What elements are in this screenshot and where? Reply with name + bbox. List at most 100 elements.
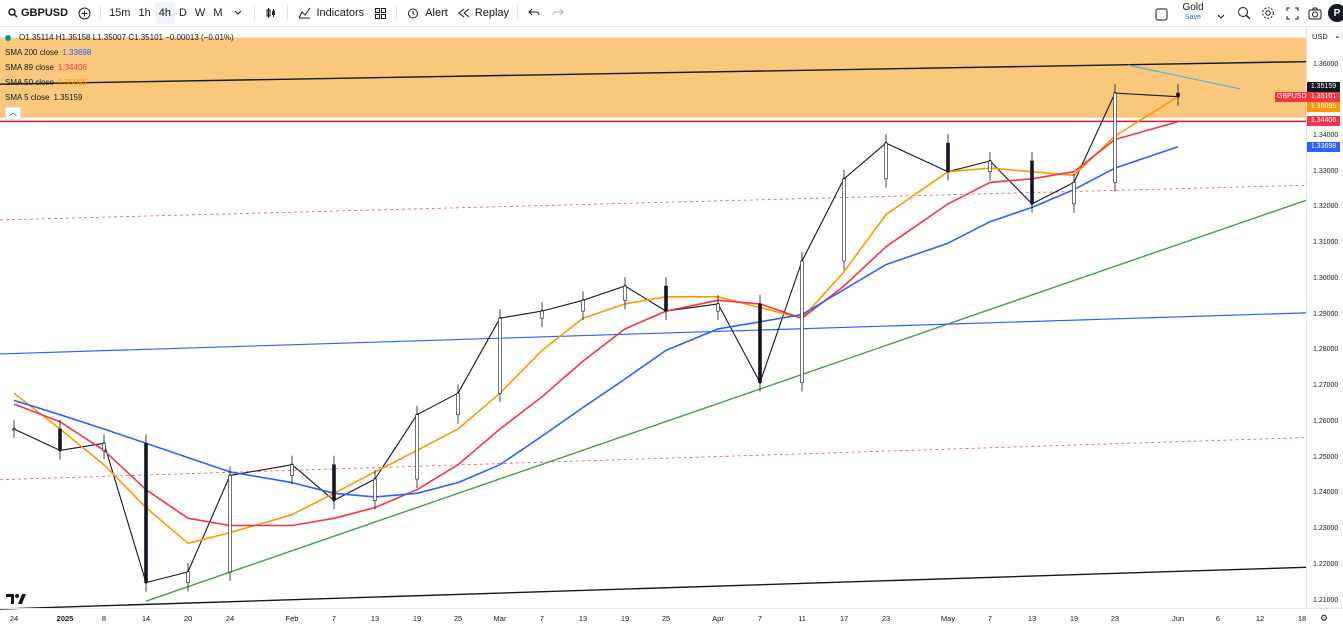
series-line-sma-89-close[interactable] [13,120,1179,527]
sma-label: SMA 5 close [5,93,50,102]
legend-sma50[interactable]: SMA 50 close 1.35095 [5,75,234,90]
fullscreen-toggle[interactable] [1153,6,1169,26]
candle-body [664,285,668,312]
zoom-icon [1236,5,1252,21]
replay-button[interactable]: Replay [452,2,513,24]
plus-circle-icon [76,5,92,21]
trendline[interactable] [0,184,1307,221]
avatar[interactable]: P [1328,4,1343,22]
interval-w[interactable]: W [194,7,206,19]
market-status-icon [5,34,11,41]
chart-type-button[interactable] [259,2,283,24]
series-line-gbpusd[interactable] [13,92,1179,584]
legend-sma89[interactable]: SMA 89 close 1.34406 [5,60,234,75]
trendline[interactable] [0,60,1307,85]
sma-label: SMA 200 close [5,48,59,57]
candle-body [716,303,720,312]
interval-d[interactable]: D [178,7,187,19]
layout-dropdown[interactable] [1213,7,1229,25]
series-line-sma-200-close[interactable] [13,145,1179,498]
candle-body [1030,160,1034,205]
series-line-sma-50-close[interactable] [13,96,1179,545]
chevron-up-icon: ︿ [9,108,17,117]
candle-body [800,260,804,383]
compare-button[interactable] [72,2,96,24]
time-tick-label: 19 [412,614,422,623]
time-tick-label: 25 [453,614,463,623]
time-tick-label: 25 [661,614,671,623]
price-axis-label: 1.35101 [1307,92,1340,102]
time-tick-label: 19 [1069,614,1079,623]
series-layer [12,91,1180,584]
undo-icon [526,5,542,21]
candle-body [228,475,232,573]
fullscreen-button[interactable] [1284,5,1300,25]
ohlc-row: O1.35114 H1.35158 L1.35007 C1.35101 −0.0… [5,30,234,45]
search-icon [5,5,21,21]
layouts-button[interactable] [368,2,392,24]
gear-icon: ⚙ [1320,613,1329,623]
time-tick-label: 7 [757,614,763,623]
trendline[interactable] [145,199,1307,602]
collapse-legend-button[interactable]: ︿ [5,107,21,120]
quick-search-button[interactable] [1236,5,1252,25]
symbol-search[interactable]: GBPUSD [0,2,72,24]
time-tick-label: 8 [101,614,107,623]
trendline[interactable] [0,312,1307,355]
price-tick-label: 1.36000 [1313,60,1339,68]
trendline[interactable] [1127,64,1241,90]
trendline[interactable] [0,566,1307,610]
tradingview-logo [6,592,26,608]
time-tick-label: 13 [578,614,588,623]
trendlines [0,60,1307,610]
time-tick-label: 7 [987,614,993,623]
candle-body [1176,92,1180,97]
replay-label: Replay [474,7,510,19]
interval-dropdown[interactable] [226,2,250,24]
top-toolbar: GBPUSD 15m 1h 4h D W M Indicators Alert … [0,0,1343,27]
currency-label[interactable]: USD [1312,32,1328,41]
resistance-zone [0,37,1306,118]
layout-selector[interactable]: Gold Save [1178,3,1208,23]
interval-15m[interactable]: 15m [109,7,131,19]
time-tick-label: 24 [9,614,19,623]
trendline[interactable] [0,437,1307,481]
indicators-button[interactable]: Indicators [292,2,368,24]
undo-button[interactable] [522,2,546,24]
alert-label: Alert [425,7,448,19]
alarm-clock-icon [405,5,421,21]
interval-1h[interactable]: 1h [138,7,151,19]
indicators-label: Indicators [316,7,365,19]
alert-button[interactable]: Alert [401,2,452,24]
redo-button[interactable] [546,2,570,24]
price-tick-label: 1.25000 [1313,453,1339,461]
price-tick-label: 1.32000 [1313,203,1339,211]
time-tick-label: 20 [183,614,193,623]
legend-sma5[interactable]: SMA 5 close 1.35159 [5,90,234,105]
price-tick-label: 1.22000 [1313,560,1339,568]
time-settings-button[interactable]: ⚙ [1320,613,1328,624]
price-tick-label: 1.24000 [1313,489,1339,497]
sma-label: SMA 89 close [5,63,54,72]
sma-label: SMA 50 close [5,78,54,87]
shaded-zone [0,37,1306,118]
price-tick-label: 1.28000 [1313,346,1339,354]
chevron-down-icon[interactable]: ⌄ [1334,31,1341,40]
legend-sma200[interactable]: SMA 200 close 1.33698 [5,45,234,60]
candle-body [946,142,950,172]
candle-body [144,442,148,583]
price-axis-label: 1.35095 [1307,102,1340,112]
settings-button[interactable] [1260,5,1276,25]
snapshot-button[interactable] [1307,5,1323,25]
time-tick-label: 7 [539,614,545,623]
time-tick-label: 7 [331,614,337,623]
interval-m[interactable]: M [213,7,223,19]
candle-body [12,428,16,431]
square-icon [1153,6,1169,22]
time-tick-label: Feb [285,614,299,623]
price-chart[interactable] [0,26,1343,627]
interval-4h[interactable]: 4h [154,2,175,24]
candle-body [58,428,62,451]
candle-body [290,464,294,476]
sma-value: 1.34406 [57,63,87,72]
